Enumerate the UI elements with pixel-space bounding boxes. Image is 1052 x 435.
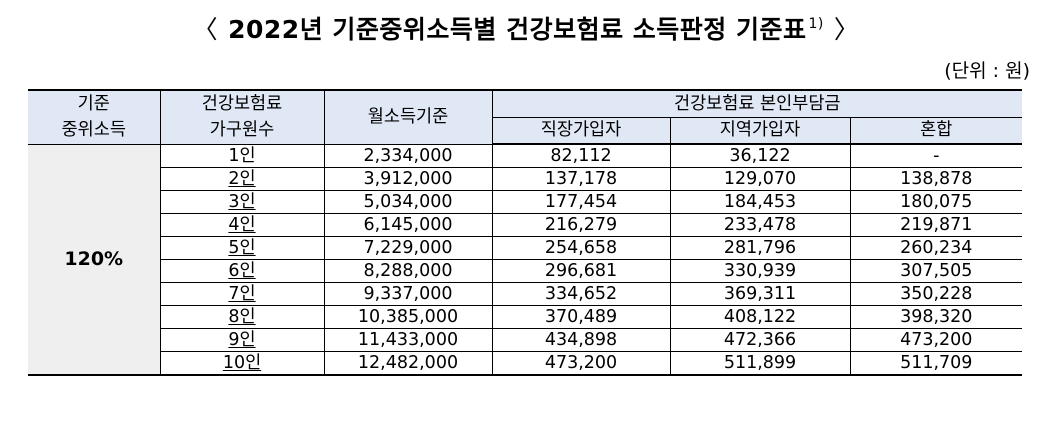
header-median-income-line1: 기준 (77, 94, 110, 115)
cell-households: 3인 (160, 190, 325, 214)
cell-regional: 511,899 (669, 351, 851, 376)
cell-employee: 296,681 (491, 259, 671, 283)
cell-regional: 369,311 (669, 282, 851, 306)
cell-regional: 233,478 (669, 213, 851, 237)
title-footnote-mark: 1) (808, 16, 824, 32)
table-row: 2인 3,912,000 137,178 129,070 138,878 (28, 167, 1022, 191)
title-text: 2022년 기준중위소득별 건강보험료 소득판정 기준표 (228, 15, 807, 44)
cell-households: 7인 (160, 282, 325, 306)
header-median-income: 기준 중위소득 (28, 89, 161, 145)
table-row: 10인 12,482,000 473,200 511,899 511,709 (28, 351, 1022, 376)
header-premium-group: 건강보험료 본인부담금 (491, 89, 1022, 118)
cell-mixed: 398,320 (849, 305, 1022, 329)
cell-employee: 434,898 (491, 328, 671, 352)
cell-mixed: 350,228 (849, 282, 1022, 306)
cell-employee: 216,279 (491, 213, 671, 237)
header-regional: 지역가입자 (669, 117, 851, 145)
table-row: 4인 6,145,000 216,279 233,478 219,871 (28, 213, 1022, 237)
cell-households: 9인 (160, 328, 325, 352)
table-body: 120% 1인 2,334,000 82,112 36,122 - 2인 3,9… (28, 143, 1022, 376)
cell-mixed: 473,200 (849, 328, 1022, 352)
table-row: 3인 5,034,000 177,454 184,453 180,075 (28, 190, 1022, 214)
cell-households: 6인 (160, 259, 325, 283)
header-mixed: 혼합 (849, 117, 1022, 145)
header-household-line1: 건강보험료 (201, 94, 283, 115)
cell-households: 8인 (160, 305, 325, 329)
cell-mixed: 511,709 (849, 351, 1022, 376)
cell-monthly-income: 3,912,000 (323, 167, 493, 191)
cell-regional: 408,122 (669, 305, 851, 329)
cell-regional: 36,122 (669, 143, 851, 168)
cell-monthly-income: 5,034,000 (323, 190, 493, 214)
cell-mixed: 219,871 (849, 213, 1022, 237)
cell-monthly-income: 8,288,000 (323, 259, 493, 283)
header-employee: 직장가입자 (492, 117, 671, 145)
table-row: 6인 8,288,000 296,681 330,939 307,505 (28, 259, 1022, 283)
table-row: 5인 7,229,000 254,658 281,796 260,234 (28, 236, 1022, 260)
cell-regional: 281,796 (669, 236, 851, 260)
income-criteria-table: 기준 중위소득 건강보험료 가구원수 월소득기준 건강보험료 본인부담금 직장가… (28, 89, 1022, 376)
cell-regional: 330,939 (669, 259, 851, 283)
cell-households: 5인 (160, 236, 325, 260)
cell-monthly-income: 12,482,000 (323, 351, 493, 376)
table-row: 8인 10,385,000 370,489 408,122 398,320 (28, 305, 1022, 329)
cell-employee: 334,652 (491, 282, 671, 306)
median-income-level: 120% (28, 143, 161, 376)
table-row: 9인 11,433,000 434,898 472,366 473,200 (28, 328, 1022, 352)
cell-monthly-income: 9,337,000 (323, 282, 493, 306)
cell-monthly-income: 10,385,000 (323, 305, 493, 329)
cell-employee: 82,112 (491, 143, 671, 168)
table-row: 7인 9,337,000 334,652 369,311 350,228 (28, 282, 1022, 306)
cell-employee: 473,200 (491, 351, 671, 376)
cell-households: 2인 (160, 167, 325, 191)
document-title: 〈 2022년 기준중위소득별 건강보험료 소득판정 기준표 1) 〉 (0, 10, 1052, 46)
cell-mixed: - (849, 143, 1022, 168)
cell-mixed: 307,505 (849, 259, 1022, 283)
cell-regional: 184,453 (669, 190, 851, 214)
cell-regional: 129,070 (669, 167, 851, 191)
cell-regional: 472,366 (669, 328, 851, 352)
header-monthly-income: 월소득기준 (323, 89, 493, 145)
header-household-line2: 가구원수 (209, 120, 275, 141)
unit-label: (단위 : 원) (944, 60, 1030, 82)
cell-mixed: 138,878 (849, 167, 1022, 191)
cell-employee: 177,454 (491, 190, 671, 214)
cell-households: 10인 (160, 351, 325, 376)
title-bracket-right: 〉 (833, 15, 860, 44)
table-header: 기준 중위소득 건강보험료 가구원수 월소득기준 건강보험료 본인부담금 직장가… (28, 89, 1022, 145)
cell-monthly-income: 11,433,000 (323, 328, 493, 352)
title-bracket-left: 〈 (192, 15, 219, 44)
cell-employee: 254,658 (491, 236, 671, 260)
table-row: 120% 1인 2,334,000 82,112 36,122 - (28, 143, 1022, 376)
cell-mixed: 180,075 (849, 190, 1022, 214)
cell-monthly-income: 7,229,000 (323, 236, 493, 260)
cell-monthly-income: 6,145,000 (323, 213, 493, 237)
cell-employee: 370,489 (491, 305, 671, 329)
cell-monthly-income: 2,334,000 (323, 143, 493, 168)
cell-employee: 137,178 (491, 167, 671, 191)
cell-households: 1인 (159, 143, 325, 168)
header-household-size: 건강보험료 가구원수 (159, 89, 325, 145)
cell-households: 4인 (160, 213, 325, 237)
cell-mixed: 260,234 (849, 236, 1022, 260)
header-median-income-line2: 중위소득 (61, 120, 126, 141)
